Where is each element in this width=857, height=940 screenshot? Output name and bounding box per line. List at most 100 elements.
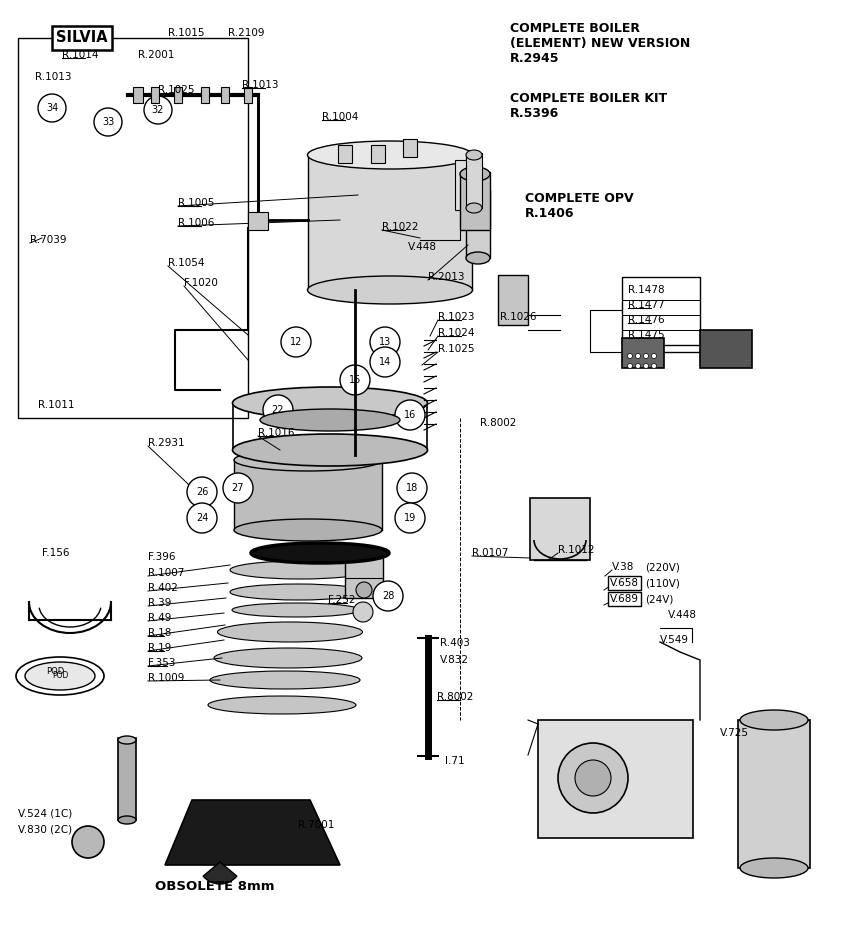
Text: 19: 19: [404, 513, 417, 523]
Text: POD: POD: [51, 671, 69, 681]
Bar: [345, 556, 383, 598]
Text: R.0107: R.0107: [472, 548, 508, 558]
Circle shape: [644, 353, 649, 358]
Text: R.49: R.49: [148, 613, 171, 623]
Circle shape: [281, 327, 311, 357]
Bar: [530, 498, 590, 560]
Circle shape: [636, 353, 640, 358]
Circle shape: [395, 400, 425, 430]
Ellipse shape: [308, 141, 472, 169]
Text: R.403: R.403: [440, 638, 470, 648]
Text: 27: 27: [231, 483, 244, 493]
Text: R.1024: R.1024: [438, 328, 475, 338]
Circle shape: [651, 364, 656, 368]
Text: R.8002: R.8002: [437, 692, 473, 702]
Ellipse shape: [232, 434, 428, 466]
Circle shape: [370, 327, 400, 357]
Text: V.448: V.448: [408, 242, 437, 252]
Circle shape: [144, 96, 172, 124]
Ellipse shape: [260, 409, 400, 431]
Text: 26: 26: [195, 487, 208, 497]
Text: R.1005: R.1005: [178, 198, 214, 208]
Text: 14: 14: [379, 357, 391, 367]
Text: V.725: V.725: [720, 728, 749, 738]
Bar: [466, 190, 490, 258]
Ellipse shape: [208, 696, 356, 714]
Ellipse shape: [16, 657, 104, 695]
Bar: [738, 720, 810, 868]
Text: 33: 33: [102, 117, 114, 127]
Ellipse shape: [740, 710, 808, 730]
Ellipse shape: [218, 622, 363, 642]
Text: F.156: F.156: [42, 548, 69, 558]
Bar: [460, 172, 490, 230]
Text: R.18: R.18: [148, 628, 171, 638]
Bar: [455, 160, 473, 210]
Bar: [308, 155, 473, 290]
Ellipse shape: [214, 648, 362, 668]
Text: V.830 (2C): V.830 (2C): [18, 825, 72, 835]
Text: R.1026: R.1026: [500, 312, 536, 322]
Text: R.19: R.19: [148, 643, 171, 653]
Text: V.689: V.689: [610, 594, 639, 604]
Text: V.38: V.38: [612, 562, 634, 572]
Text: 24: 24: [195, 513, 208, 523]
Text: 13: 13: [379, 337, 391, 347]
Text: V.549: V.549: [660, 635, 689, 645]
Ellipse shape: [234, 449, 382, 471]
Ellipse shape: [230, 584, 366, 600]
Bar: [151, 87, 159, 103]
Text: R.1025: R.1025: [158, 85, 195, 95]
Circle shape: [636, 364, 640, 368]
Text: 34: 34: [46, 103, 58, 113]
Bar: [248, 212, 268, 230]
Circle shape: [94, 108, 122, 136]
Ellipse shape: [118, 736, 136, 744]
Text: R.1054: R.1054: [168, 258, 205, 268]
Polygon shape: [165, 800, 340, 865]
Bar: [234, 460, 382, 530]
Circle shape: [644, 364, 649, 368]
Text: (220V): (220V): [645, 562, 680, 572]
Text: 32: 32: [152, 105, 165, 115]
Text: R.1476: R.1476: [628, 315, 665, 325]
Text: COMPLETE BOILER KIT
R.5396: COMPLETE BOILER KIT R.5396: [510, 92, 667, 120]
Text: SILVIA: SILVIA: [57, 30, 108, 45]
Text: R.2109: R.2109: [228, 28, 265, 38]
Bar: [622, 277, 700, 345]
Circle shape: [187, 477, 217, 507]
Text: R.1477: R.1477: [628, 300, 665, 310]
Circle shape: [627, 364, 632, 368]
Text: R.402: R.402: [148, 583, 178, 593]
Text: R.1025: R.1025: [438, 344, 475, 354]
Text: F.353: F.353: [148, 658, 176, 668]
Text: R.1475: R.1475: [628, 330, 665, 340]
Bar: [133, 87, 143, 103]
Circle shape: [373, 581, 403, 611]
Text: OBSOLETE 8mm: OBSOLETE 8mm: [155, 880, 275, 893]
Text: V.448: V.448: [668, 610, 697, 620]
Text: R.39: R.39: [148, 598, 171, 608]
Text: (110V): (110V): [645, 578, 680, 588]
Bar: [498, 275, 528, 325]
Wedge shape: [203, 862, 237, 884]
Ellipse shape: [118, 816, 136, 824]
Text: 18: 18: [406, 483, 418, 493]
Text: F.396: F.396: [148, 552, 176, 562]
Text: V.658: V.658: [610, 578, 639, 588]
Text: V.832: V.832: [440, 655, 469, 665]
Bar: [338, 145, 352, 163]
Text: R.7001: R.7001: [298, 820, 334, 830]
Text: R.1016: R.1016: [258, 428, 295, 438]
Bar: [221, 87, 229, 103]
Ellipse shape: [466, 150, 482, 160]
Bar: [201, 87, 209, 103]
Text: R.1023: R.1023: [438, 312, 475, 322]
Text: I.71: I.71: [445, 756, 464, 766]
Text: R.1007: R.1007: [148, 568, 184, 578]
Text: R.1013: R.1013: [242, 80, 279, 90]
Bar: [538, 720, 693, 838]
Ellipse shape: [466, 186, 490, 198]
Bar: [18, 38, 248, 418]
Ellipse shape: [25, 662, 95, 690]
